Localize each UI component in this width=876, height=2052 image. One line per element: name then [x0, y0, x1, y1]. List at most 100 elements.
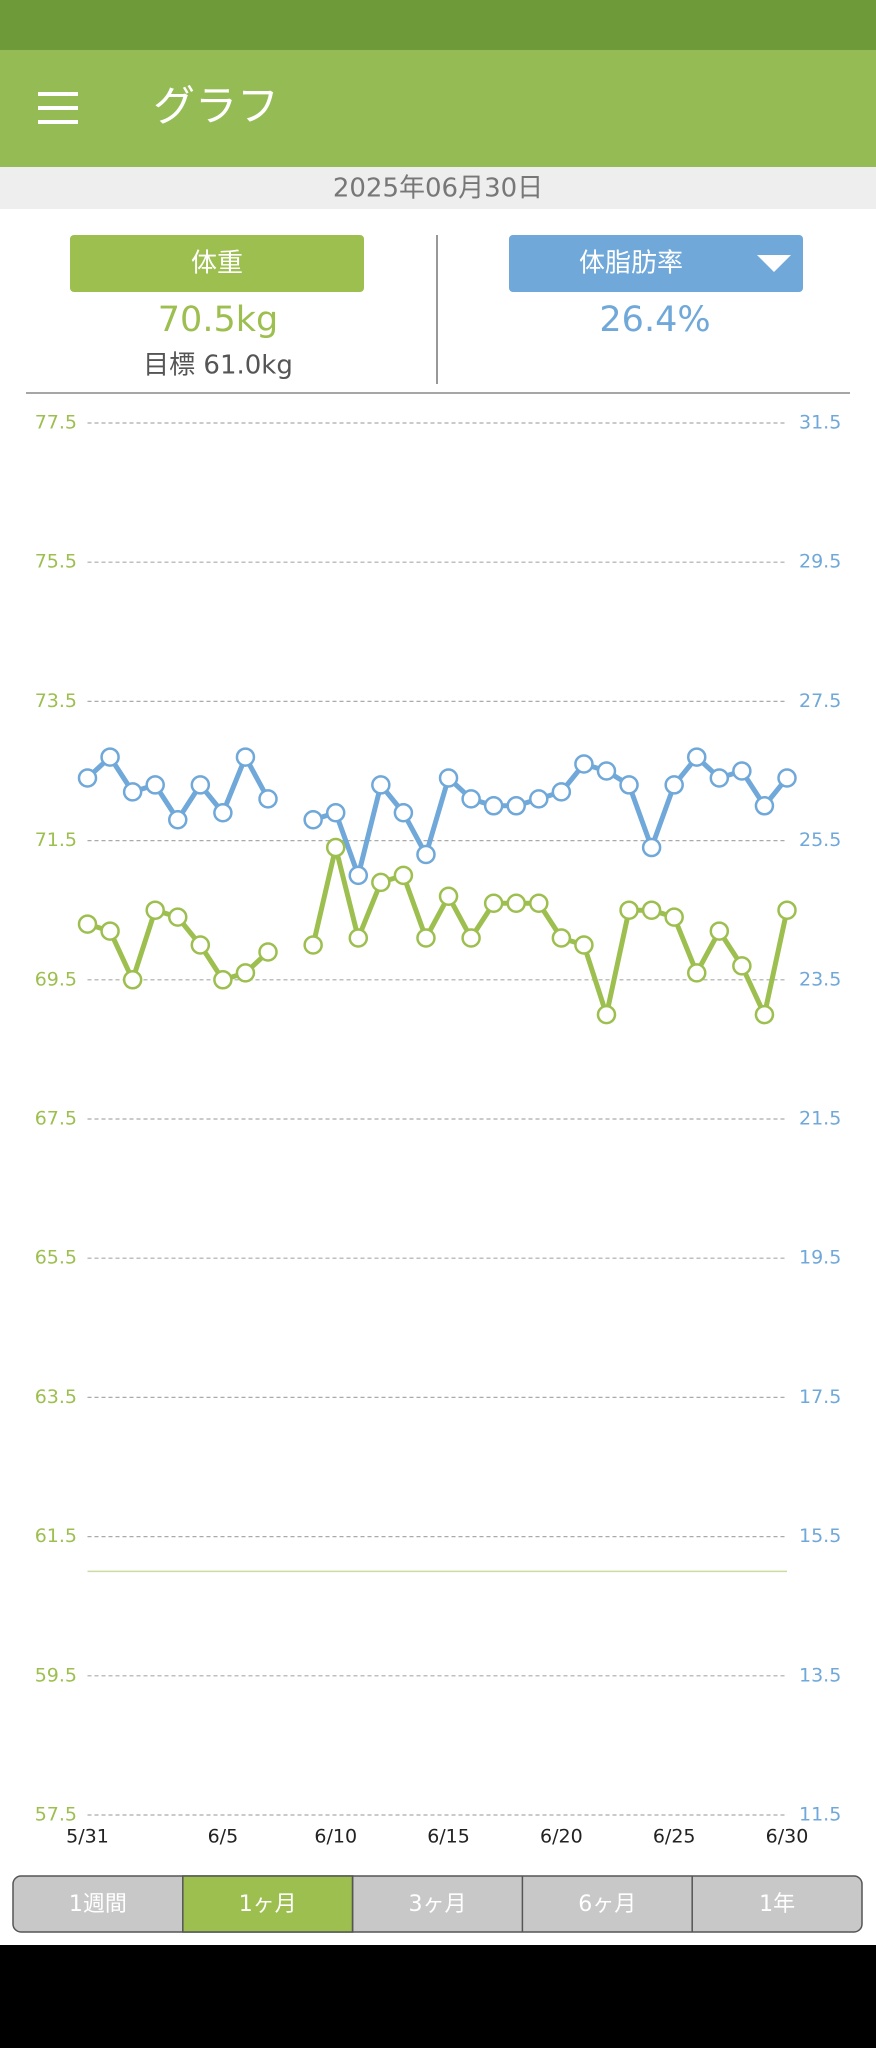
- data-point: [664, 907, 684, 927]
- y2-tick-label: 21.5: [799, 1108, 841, 1130]
- x-tick-label: 6/10: [314, 1826, 357, 1848]
- data-point: [213, 803, 233, 823]
- tab[interactable]: 1週間: [69, 1892, 127, 1917]
- menu-icon[interactable]: [38, 92, 78, 124]
- data-point: [213, 970, 233, 990]
- y-tick-label: 57.5: [35, 1804, 77, 1826]
- data-point: [709, 768, 730, 788]
- tab[interactable]: 1ヶ月: [239, 1892, 297, 1917]
- y-tick-label: 63.5: [35, 1386, 77, 1408]
- fat-button-label: 体脂肪率: [579, 249, 683, 279]
- data-point: [754, 796, 775, 816]
- x-tick-label: 5/31: [66, 1826, 109, 1848]
- y2-tick-label: 27.5: [799, 690, 841, 712]
- tab[interactable]: 1年: [759, 1892, 795, 1917]
- y-tick-label: 71.5: [35, 829, 77, 851]
- data-point: [325, 803, 346, 823]
- data-point: [777, 768, 797, 788]
- data-point: [686, 963, 707, 983]
- weight-button-label: 体重: [191, 249, 243, 279]
- goal-value: 目標 61.0kg: [143, 351, 293, 381]
- y2-tick-label: 15.5: [799, 1525, 841, 1547]
- data-point: [461, 928, 481, 948]
- data-point: [777, 900, 797, 920]
- data-point: [348, 928, 369, 948]
- y-tick-label: 77.5: [35, 412, 77, 434]
- data-point: [122, 970, 143, 990]
- data-point: [235, 747, 256, 767]
- data-point: [664, 775, 684, 795]
- data-point: [686, 747, 707, 767]
- y-tick-label: 73.5: [35, 690, 77, 712]
- data-point: [551, 928, 572, 948]
- data-point: [371, 872, 391, 893]
- data-point: [461, 789, 481, 809]
- data-point: [77, 768, 98, 788]
- data-point: [596, 1004, 617, 1025]
- tab-selected[interactable]: [182, 1875, 354, 1933]
- data-point: [551, 782, 572, 802]
- data-point: [235, 963, 256, 983]
- data-point: [258, 942, 278, 962]
- data-point: [416, 928, 436, 948]
- y-tick-label: 59.5: [35, 1664, 77, 1686]
- data-point: [190, 775, 211, 795]
- app-bar: [0, 50, 876, 167]
- data-point: [641, 837, 662, 858]
- data-point: [438, 768, 459, 788]
- status-bar: [0, 0, 876, 50]
- x-tick-label: 6/30: [766, 1826, 809, 1848]
- fat-value: 26.4%: [599, 300, 710, 340]
- nav-bar: [0, 1945, 876, 2048]
- y-tick-label: 69.5: [35, 968, 77, 990]
- series-line: [85, 754, 789, 878]
- y2-tick-label: 19.5: [799, 1247, 841, 1269]
- data-point: [483, 893, 504, 913]
- y2-tick-label: 25.5: [799, 829, 841, 851]
- data-point: [438, 886, 459, 907]
- data-point: [145, 900, 165, 920]
- data-point: [168, 809, 188, 830]
- tab[interactable]: 6ヶ月: [578, 1892, 636, 1917]
- y-tick-label: 75.5: [35, 551, 77, 573]
- data-point: [168, 907, 188, 927]
- data-point: [122, 782, 143, 802]
- data-point: [732, 761, 752, 781]
- x-tick-label: 6/5: [208, 1826, 239, 1848]
- data-point: [348, 865, 369, 886]
- data-point: [100, 747, 120, 767]
- data-point: [596, 761, 617, 781]
- date: 2025年06月30日: [333, 174, 543, 204]
- data-point: [619, 775, 639, 795]
- data-point: [303, 935, 323, 955]
- y2-tick-label: 11.5: [799, 1804, 841, 1826]
- weight-button[interactable]: [70, 235, 364, 292]
- series-line: [86, 845, 790, 1018]
- data-point: [574, 754, 594, 774]
- y2-tick-label: 17.5: [799, 1386, 841, 1408]
- data-point: [393, 865, 414, 886]
- data-point: [506, 893, 526, 913]
- data-point: [416, 844, 436, 865]
- x-tick-label: 6/15: [427, 1826, 470, 1848]
- data-point: [145, 775, 165, 795]
- tab[interactable]: 3ヶ月: [409, 1892, 467, 1917]
- x-tick-label: 6/20: [540, 1826, 583, 1848]
- y2-tick-label: 13.5: [799, 1664, 841, 1686]
- data-point: [258, 789, 278, 809]
- y-tick-label: 67.5: [35, 1108, 77, 1130]
- data-point: [483, 796, 504, 816]
- data-point: [393, 803, 414, 823]
- x-tick-label: 6/25: [653, 1826, 696, 1848]
- data-point: [371, 775, 391, 795]
- dropdown-arrow: [757, 255, 791, 272]
- y-tick-label: 61.5: [35, 1525, 77, 1547]
- data-point: [303, 809, 323, 830]
- data-point: [506, 796, 526, 816]
- data-point: [190, 935, 211, 955]
- data-point: [77, 914, 98, 934]
- fat-button[interactable]: [509, 235, 803, 292]
- data-point: [574, 935, 594, 955]
